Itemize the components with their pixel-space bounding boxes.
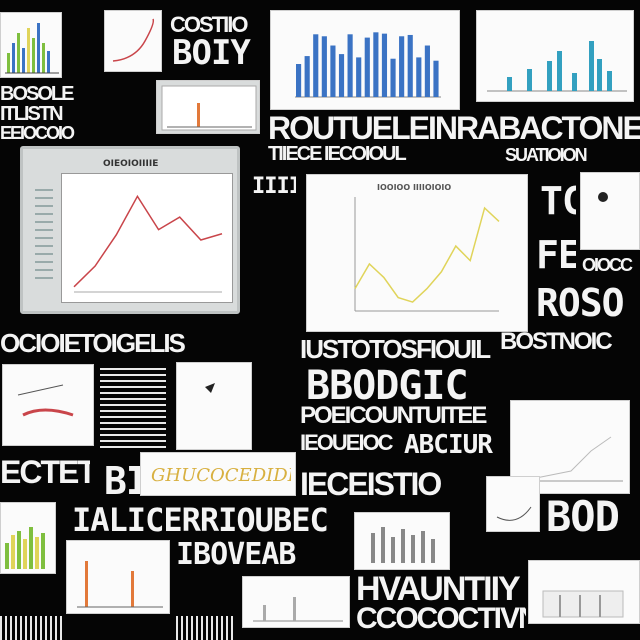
bottom-word-row2: CCOCOCTIVNV xyxy=(356,604,526,634)
right-word-list: BOSTNOIC xyxy=(500,330,613,354)
bottom-stripe-mid xyxy=(176,616,236,640)
figure-drawing xyxy=(205,383,215,393)
thumb-bottom-mid[interactable] xyxy=(242,576,350,628)
thumb-chart-top-left[interactable] xyxy=(0,12,62,78)
big-word-bbodgic: BBODGIC xyxy=(306,366,469,406)
top-bar-chart-panel[interactable] xyxy=(270,10,460,110)
right-word-roso: ROSO xyxy=(536,284,625,322)
top-bar xyxy=(407,34,413,97)
top-right-bar-chart-panel[interactable] xyxy=(476,10,634,102)
right-word-small: OIOCC xyxy=(582,256,633,274)
monitor-title: OIEOIOIIIIE xyxy=(103,159,159,169)
word-block-b: ITLISTN xyxy=(0,104,64,124)
headline-word-1: COSTIIO xyxy=(170,14,248,36)
monitor-frame[interactable]: OIEOIOIIIIE xyxy=(20,146,240,314)
thumb-figure-mid[interactable] xyxy=(176,362,252,450)
gray-bar-chart xyxy=(371,527,435,563)
word-block-c: EEIOCOIO xyxy=(0,124,75,142)
right-word-fe: FE xyxy=(536,236,576,274)
thumb-bar-green[interactable] xyxy=(0,502,56,574)
center-line-chart xyxy=(354,197,500,312)
top-bar xyxy=(390,58,396,97)
thumb-device[interactable] xyxy=(486,476,540,532)
stripe-block-left xyxy=(100,368,166,448)
mid-word-row: POEICOUNTUITEE xyxy=(300,404,487,428)
top-bar xyxy=(399,36,405,97)
lower-word-bovea: IBOVEAB xyxy=(176,540,296,570)
lower-word-ectetty: ECTETTY xyxy=(0,456,90,488)
mini-curve xyxy=(112,18,155,62)
left-mid-words: OCIOIETOIGELIS xyxy=(0,330,186,356)
top-bar xyxy=(338,54,345,97)
top-bar xyxy=(381,33,388,97)
mid-word-row2: IEOUEIOC xyxy=(300,432,394,454)
thumb-sketch-left[interactable] xyxy=(2,364,94,446)
thumb-bottom-right[interactable] xyxy=(528,560,640,624)
banner-text: GHUCOCEDIDIV xyxy=(151,465,291,486)
small-dual-chart xyxy=(161,85,257,131)
lower-word-bod: BOD xyxy=(546,496,620,538)
green-bar-chart xyxy=(5,527,45,569)
thumb-bar-gray[interactable] xyxy=(354,512,450,570)
bottom-mini-chart xyxy=(253,597,343,622)
mini-bar-chart xyxy=(5,23,59,74)
thumb-bar-orange[interactable] xyxy=(66,540,170,614)
top-bar xyxy=(304,56,310,97)
headline-long: ROUTUELEINRABACTONE xyxy=(268,112,640,144)
bottom-stripe-left xyxy=(0,616,64,640)
top-bar xyxy=(330,45,336,97)
bottom-right-bar-chart xyxy=(542,590,624,618)
sketch-drawing xyxy=(17,384,74,417)
right-thumb-icon[interactable] xyxy=(580,172,640,250)
lower-word-long: IALICERRIOUBEC xyxy=(72,504,329,536)
monitor-line-chart xyxy=(73,194,223,293)
headline-word-2: BOIY xyxy=(172,36,251,70)
subheadline-left: TIIECE IECOIOUL xyxy=(268,144,407,164)
blob-icon xyxy=(598,192,608,202)
top-bar-chart xyxy=(295,32,441,98)
center-series-line xyxy=(354,206,500,303)
device-sketch xyxy=(496,506,532,521)
top-bar xyxy=(433,60,439,97)
thumb-sketch-top[interactable] xyxy=(104,10,162,72)
lower-word-row: IECEISTIO xyxy=(300,468,442,500)
monitor-series-line xyxy=(73,194,223,288)
top-bar xyxy=(373,32,379,97)
word-block-a: BOSOLE xyxy=(0,84,74,104)
center-line-chart-panel[interactable]: IOOIOO IIIIOIOIO xyxy=(306,174,528,332)
top-bar xyxy=(364,37,370,97)
banner-panel[interactable]: GHUCOCEDIDIV xyxy=(140,452,296,496)
orange-bar-chart xyxy=(77,561,163,608)
center-chart-title: IOOIOO IIIIOIOIO xyxy=(377,183,452,192)
top-bar xyxy=(424,45,430,97)
lower-word-bi: BI xyxy=(104,462,144,500)
subheadline-right: SUATIOION xyxy=(505,146,588,164)
top-bar xyxy=(321,36,327,97)
top-bar xyxy=(296,64,302,97)
top-right-bar-chart xyxy=(487,41,627,92)
top-bar xyxy=(416,57,422,97)
center-mid-words: IUSTOTOSFIOUIL xyxy=(300,336,491,362)
mid-word-abciur: ABCIUR xyxy=(404,432,493,458)
top-bar xyxy=(356,57,362,97)
monitor-side-strip xyxy=(35,189,53,279)
monitor-screen xyxy=(61,173,233,303)
top-bar xyxy=(313,34,319,97)
bottom-word-row1: HVAUNTIIY xyxy=(356,572,521,606)
vertical-glyphs: IIIIIILIL xyxy=(252,176,296,199)
small-chart-panel-mid[interactable] xyxy=(156,80,260,134)
top-bar xyxy=(347,34,353,97)
right-word-tc: TC xyxy=(540,182,576,220)
